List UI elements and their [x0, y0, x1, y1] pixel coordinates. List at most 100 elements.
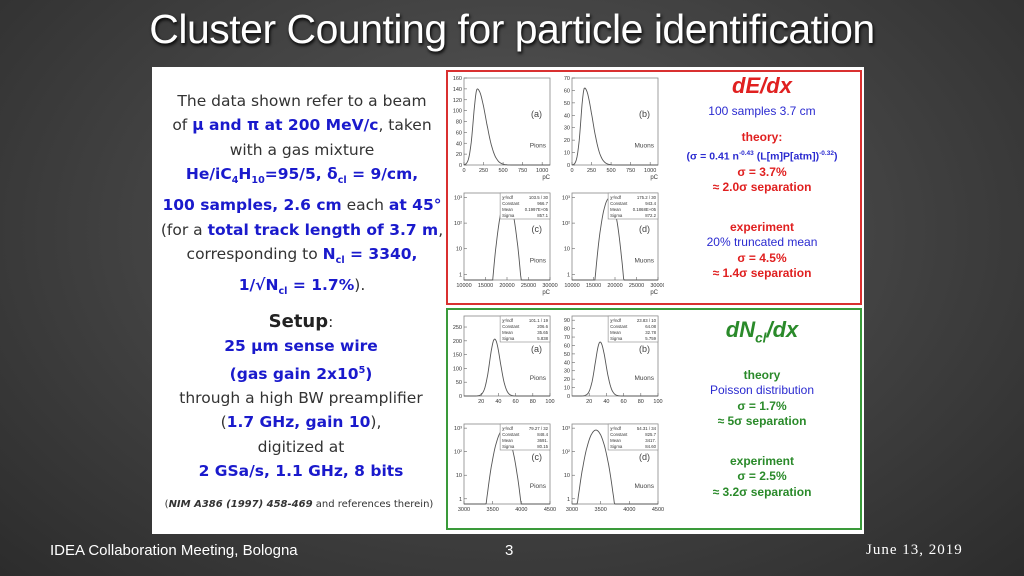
page-number: 3 [505, 542, 514, 559]
text-line: ≈ 1.4σ separation [712, 266, 812, 280]
y-tick-label: 1 [567, 497, 570, 503]
y-tick-label: 10 [564, 247, 570, 253]
y-tick-label: 10³ [562, 426, 570, 432]
text: 10 [251, 174, 265, 186]
stats-value: 23.83 / 10 [637, 318, 657, 323]
stats-value: 872.2 [645, 213, 656, 218]
setup-description: Setup: 25 µm sense wire (gas gain 2x105)… [156, 310, 446, 483]
particle-label: Muons [634, 375, 654, 382]
y-tick-label: 100 [453, 366, 462, 372]
panel-label: (a) [531, 109, 542, 119]
y-tick-label: 80 [456, 120, 462, 126]
dedx-plots: 0 250 500 750 1000020406080100120140160pC(a)… [453, 76, 664, 296]
x-tick-label: 4500 [652, 507, 664, 513]
y-tick-label: 30 [564, 369, 570, 375]
y-tick-label: 80 [564, 327, 570, 333]
x-tick-label: 0 [462, 168, 465, 174]
y-tick-label: 10 [456, 473, 462, 479]
stats-value: 64.08 [645, 324, 656, 329]
y-tick-label: 50 [456, 380, 462, 386]
x-tick-label: 25000 [521, 283, 536, 289]
text: at 45° [388, 196, 442, 215]
text: ( [164, 499, 169, 510]
plot-frame [571, 77, 659, 166]
y-tick-label: 0 [567, 394, 570, 400]
x-tick-label: 30000 [650, 283, 664, 289]
stats-value: 5.838 [537, 336, 548, 341]
stats-key: Sigma [610, 336, 623, 341]
x-tick-label: 250 [479, 168, 488, 174]
text: H [238, 164, 252, 183]
y-tick-label: 200 [453, 339, 462, 345]
y-tick-label: 140 [453, 87, 462, 93]
y-tick-label: 60 [564, 88, 570, 94]
x-tick-label: 40 [495, 399, 501, 405]
stats-value: 32.78 [645, 330, 656, 335]
x-axis-unit: pC [542, 290, 550, 296]
stats-value: 54.31 / 34 [637, 426, 657, 431]
stats-value: 3691. [537, 438, 548, 443]
stats-value: 857.1 [537, 213, 548, 218]
y-tick-label: 10 [564, 473, 570, 479]
x-tick-label: 30000 [542, 283, 557, 289]
stats-key: Mean [610, 330, 621, 335]
text: ), [370, 413, 382, 432]
y-tick-label: 90 [564, 318, 570, 324]
text-line: 20% truncated mean [706, 235, 818, 249]
y-tick-label: 1 [459, 272, 462, 278]
x-tick-label: 500 [606, 168, 615, 174]
text-line: Poisson distribution [709, 383, 815, 398]
y-tick-label: 0 [567, 163, 570, 169]
x-tick-label: 15000 [478, 283, 493, 289]
x-tick-label: 100 [545, 399, 554, 405]
stats-key: Mean [502, 207, 513, 212]
footer-date: June 13, 2019 [866, 542, 963, 558]
text-line: ≈ 2.0σ separation [712, 180, 812, 194]
x-tick-label: 750 [626, 168, 635, 174]
dncl-summary: dNcl/dx theory Poisson distribution σ = … [664, 310, 860, 500]
text-line: The data shown refer to a beam [177, 92, 427, 110]
stats-value: 0.1868E+05 [633, 207, 657, 212]
stats-key: Sigma [610, 444, 623, 449]
text: of [172, 116, 193, 135]
y-tick-label: 10³ [562, 196, 570, 202]
y-tick-label: 60 [564, 343, 570, 349]
text: each [341, 196, 389, 215]
text: ) [833, 150, 838, 162]
reference: (NIM A386 (1997) 458-469 and references … [152, 499, 446, 510]
particle-label: Muons [634, 143, 654, 150]
x-tick-label: 500 [498, 168, 507, 174]
particle-label: Pions [530, 258, 547, 265]
histogram-plot-3: 10000 15000 20000 25000 30000 1 10 10² 10³ pC (c) P… [454, 192, 558, 296]
text: N [322, 244, 336, 263]
histogram-curve [464, 338, 550, 397]
y-tick-label: 10² [454, 450, 462, 456]
y-tick-label: 1 [459, 497, 462, 503]
stats-value: 79.27 / 32 [529, 426, 549, 431]
x-tick-label: 1000 [644, 168, 656, 174]
y-tick-label: 0 [459, 394, 462, 400]
y-tick-label: 30 [564, 126, 570, 132]
text: , [438, 220, 444, 239]
plot-frame [463, 77, 551, 166]
stats-key: χ²/ndf [502, 318, 514, 323]
stats-value: 825.7 [645, 432, 656, 437]
beam-description: The data shown refer to a beam of μ and … [158, 89, 446, 305]
text: , taken [378, 116, 432, 135]
text: (gas gain 2x10 [229, 364, 359, 383]
y-tick-label: 0 [459, 163, 462, 169]
text: corresponding to [186, 244, 323, 263]
text-line: ≈ 5σ separation [717, 414, 807, 429]
stats-key: Constant [502, 432, 520, 437]
y-tick-label: 50 [564, 101, 570, 107]
x-tick-label: 20 [586, 399, 592, 405]
dedx-heading: dE/dx [732, 73, 792, 98]
y-tick-label: 100 [453, 109, 462, 115]
stats-key: Sigma [502, 336, 515, 341]
y-tick-label: 20 [456, 152, 462, 158]
text: 1.7 GHz, gain 10 [226, 413, 371, 432]
stats-box [499, 315, 551, 343]
text-line: σ = 1.7% [737, 398, 787, 413]
x-tick-label: 15000 [586, 283, 601, 289]
text: 1/√N [238, 276, 279, 295]
